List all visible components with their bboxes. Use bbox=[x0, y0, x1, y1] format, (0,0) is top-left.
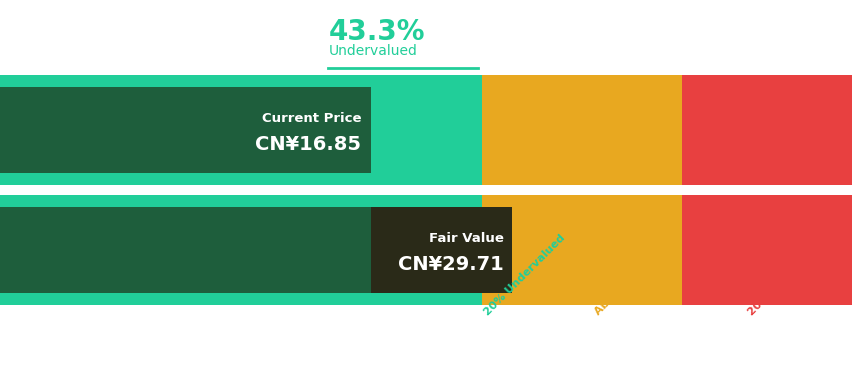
Text: 20% Undervalued: 20% Undervalued bbox=[481, 232, 566, 317]
Bar bbox=[0, 87, 371, 173]
Bar bbox=[682, 195, 852, 305]
Text: 20% Overvalued: 20% Overvalued bbox=[746, 238, 825, 317]
Bar bbox=[371, 207, 511, 293]
Text: Current Price: Current Price bbox=[262, 111, 360, 125]
Text: 43.3%: 43.3% bbox=[328, 18, 424, 46]
Text: CN¥29.71: CN¥29.71 bbox=[398, 255, 504, 274]
Text: About Right: About Right bbox=[592, 257, 652, 317]
Bar bbox=[0, 207, 481, 293]
Bar bbox=[481, 195, 682, 305]
Text: Fair Value: Fair Value bbox=[429, 231, 504, 244]
Text: Undervalued: Undervalued bbox=[328, 44, 417, 58]
Bar bbox=[481, 75, 682, 185]
Bar bbox=[0, 75, 481, 185]
Bar bbox=[0, 195, 481, 305]
Text: CN¥16.85: CN¥16.85 bbox=[255, 135, 360, 154]
Bar bbox=[682, 75, 852, 185]
